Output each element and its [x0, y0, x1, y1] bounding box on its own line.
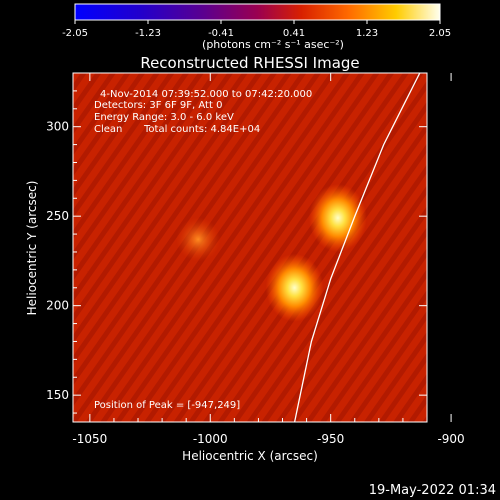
x-axis-label: Heliocentric X (arcsec) [182, 449, 318, 463]
y-tick-label: 200 [46, 299, 69, 313]
emission-sources [176, 183, 367, 322]
emission-source-2 [265, 253, 324, 322]
y-axis-label: Heliocentric Y (arcsec) [25, 181, 39, 316]
y-tick-label: 150 [46, 388, 69, 402]
colorbar-ticks: -2.05 -1.23 -0.41 0.41 1.23 2.05 [62, 20, 451, 39]
colorbar-tick-label: -2.05 [62, 28, 88, 39]
solar-limb-curve [293, 73, 421, 422]
emission-source-1 [308, 183, 367, 252]
colorbar [74, 3, 441, 21]
x-tick-label: -1050 [72, 432, 107, 446]
plot-frame [72, 72, 428, 423]
y-tick-label: 300 [46, 120, 69, 134]
colorbar-tick-label: 2.05 [429, 28, 451, 39]
colorbar-tick-label: -1.23 [135, 28, 161, 39]
image-area [73, 73, 427, 422]
energy-range-annotation: Energy Range: 3.0 - 6.0 keV [94, 112, 234, 123]
x-axis-ticks: -1050 -1000 -950 -900 [72, 73, 465, 446]
y-tick-label: 250 [46, 209, 69, 223]
colorbar-tick-label: 1.23 [356, 28, 378, 39]
detectors-annotation: Detectors: 3F 6F 9F, Att 0 [94, 100, 222, 111]
method-annotation: Clean [94, 124, 122, 135]
colorbar-tick-label: -0.41 [208, 28, 234, 39]
y-axis-ticks: 150 200 250 300 [46, 72, 427, 414]
time-range-annotation: 4-Nov-2014 07:39:52.000 to 07:42:20.000 [100, 89, 312, 100]
emission-source-3 [176, 217, 221, 262]
peak-position-annotation: Position of Peak = [-947,249] [94, 400, 240, 411]
x-tick-label: -1000 [193, 432, 228, 446]
colorbar-unit-label: (photons cm⁻² s⁻¹ asec⁻²) [202, 38, 344, 51]
total-counts-annotation: Total counts: 4.84E+04 [143, 124, 260, 135]
generation-date: 19-May-2022 01:34 [369, 483, 496, 498]
x-tick-label: -900 [437, 432, 464, 446]
colorbar-tick-label: 0.41 [283, 28, 305, 39]
clean-ripple-texture [73, 73, 427, 422]
chart-title: Reconstructed RHESSI Image [140, 54, 359, 72]
x-tick-label: -950 [317, 432, 344, 446]
